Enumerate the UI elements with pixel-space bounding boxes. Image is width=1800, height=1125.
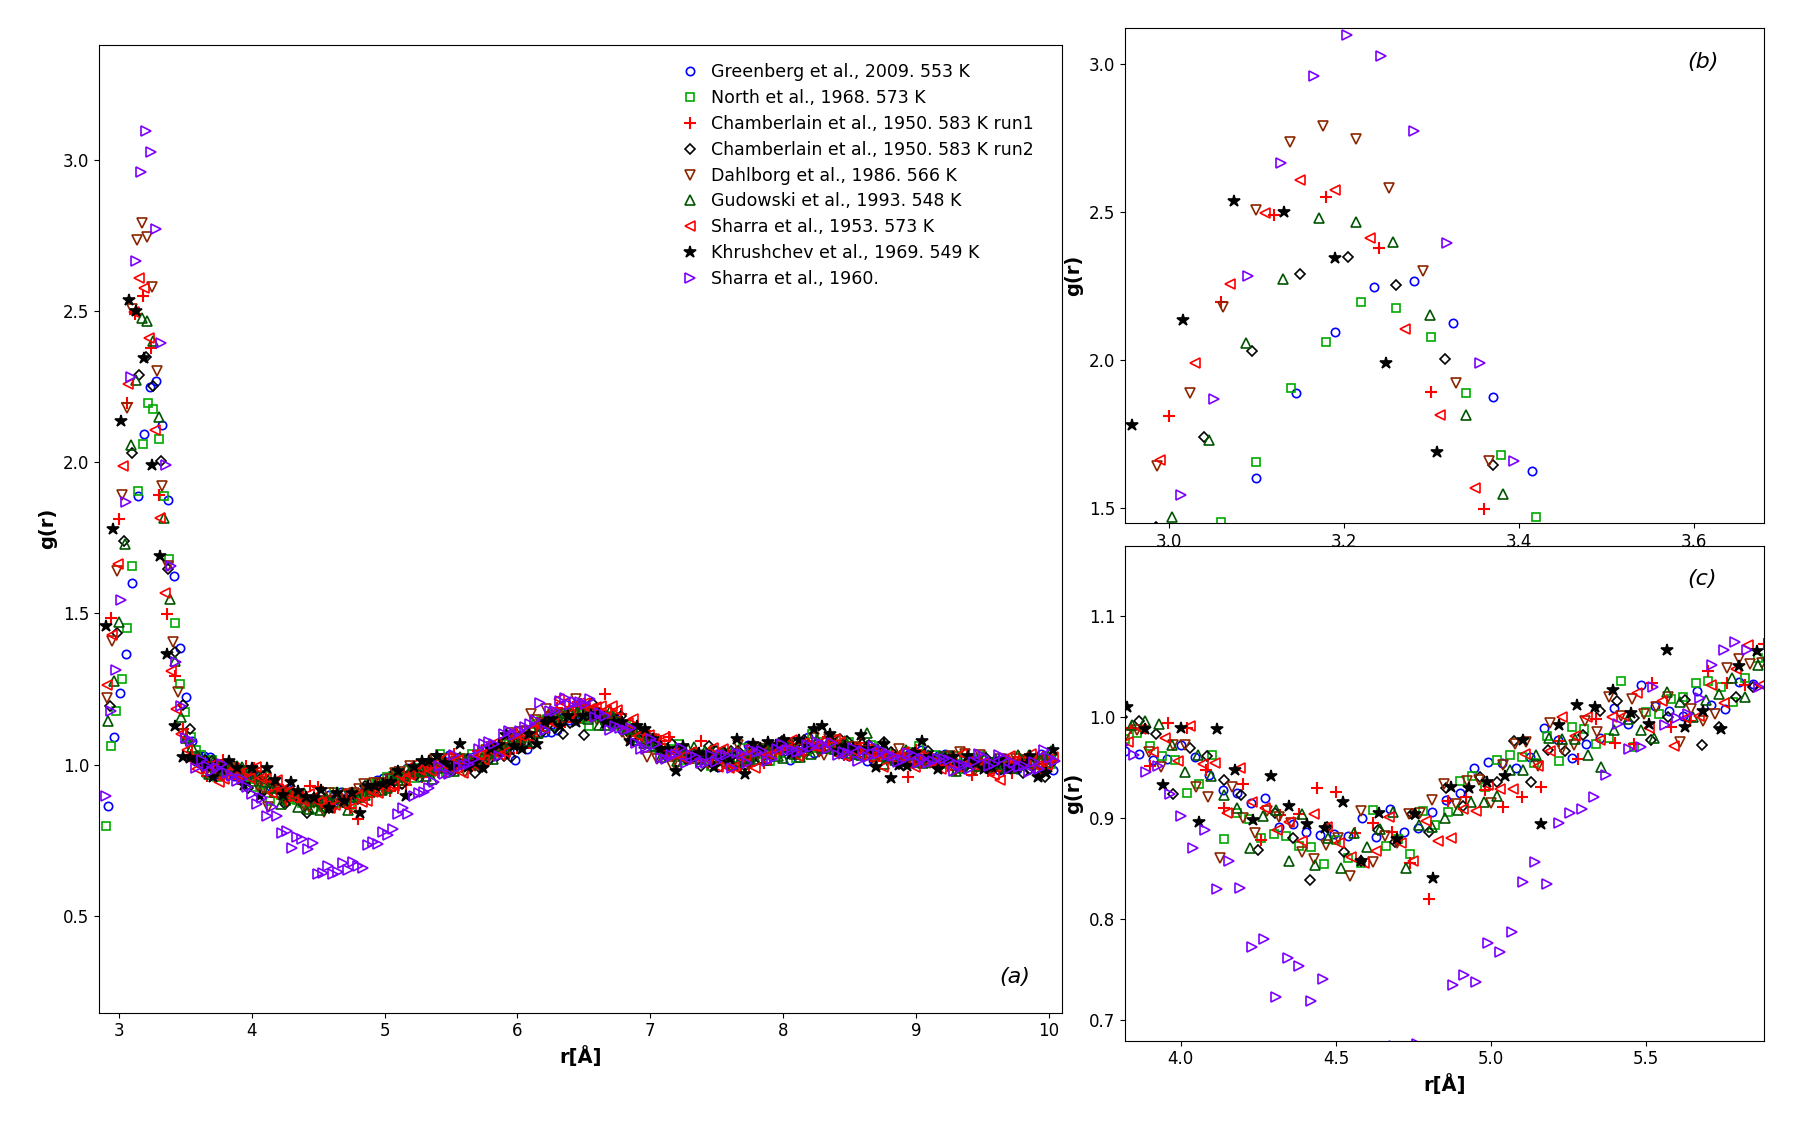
- Y-axis label: g(r): g(r): [1064, 773, 1084, 813]
- Legend: Greenberg et al., 2009. 553 K, North et al., 1968. 573 K, Chamberlain et al., 19: Greenberg et al., 2009. 553 K, North et …: [680, 63, 1033, 288]
- X-axis label: r[Å]: r[Å]: [1424, 1074, 1465, 1095]
- Text: (a): (a): [999, 968, 1030, 988]
- Y-axis label: g(r): g(r): [1064, 255, 1084, 296]
- X-axis label: r[Å]: r[Å]: [1424, 557, 1465, 577]
- Y-axis label: g(r): g(r): [38, 508, 58, 549]
- X-axis label: r[Å]: r[Å]: [560, 1046, 601, 1066]
- Text: (c): (c): [1687, 569, 1717, 590]
- Text: (b): (b): [1687, 52, 1719, 72]
